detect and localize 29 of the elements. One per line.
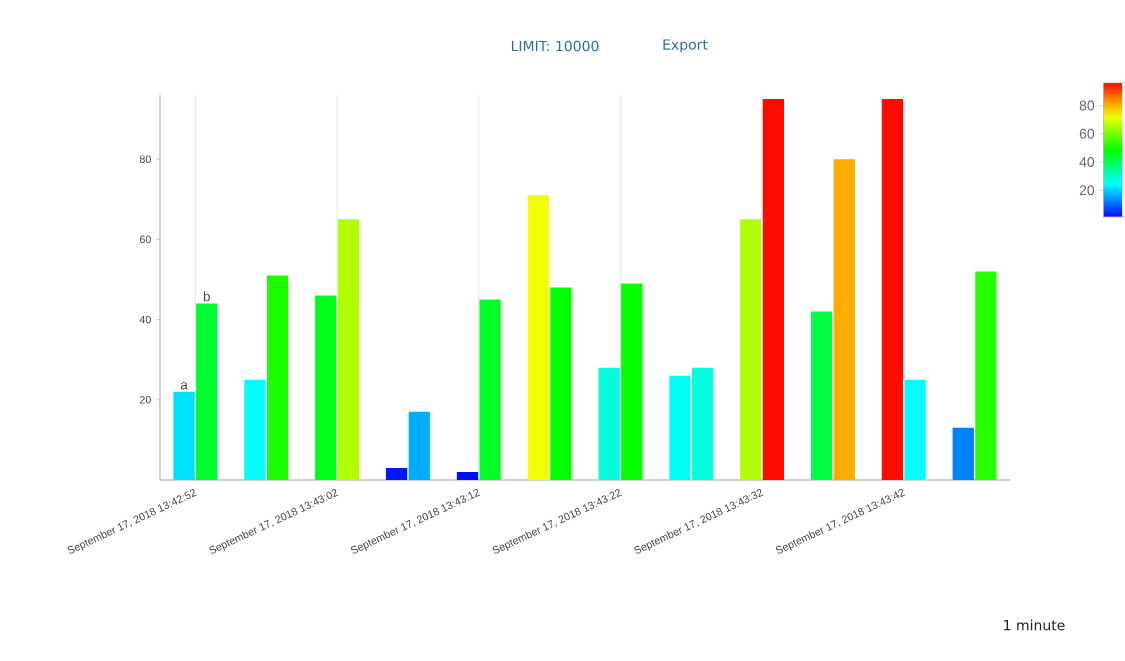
color-bar-label: 20 xyxy=(1079,185,1095,196)
bar xyxy=(621,283,643,480)
y-tick-label: 40 xyxy=(139,315,151,324)
bar xyxy=(173,391,195,480)
series-label: b xyxy=(203,291,210,302)
bar xyxy=(527,195,549,480)
bar xyxy=(810,311,833,480)
text: LIMIT: 10000 xyxy=(511,40,599,52)
bar xyxy=(385,467,408,480)
bar xyxy=(479,299,501,480)
color-bar-label: 60 xyxy=(1079,128,1095,139)
color-bar-label: 40 xyxy=(1079,157,1095,167)
bar xyxy=(196,303,218,480)
bar xyxy=(975,271,997,480)
text: Export xyxy=(663,39,708,53)
y-tick-label: 80 xyxy=(139,155,151,163)
bar xyxy=(315,295,337,480)
bar xyxy=(669,375,691,480)
y-tick-label: 60 xyxy=(139,235,151,244)
bar xyxy=(833,159,855,480)
y-tick-label: 20 xyxy=(139,396,151,404)
bar xyxy=(456,471,479,480)
series-label: a xyxy=(180,382,188,390)
bar xyxy=(550,287,572,480)
bar xyxy=(952,427,974,480)
text: 1 minute xyxy=(1004,619,1065,631)
bar xyxy=(266,275,289,480)
bar xyxy=(408,411,430,480)
color-bar-label: 80 xyxy=(1079,100,1095,111)
